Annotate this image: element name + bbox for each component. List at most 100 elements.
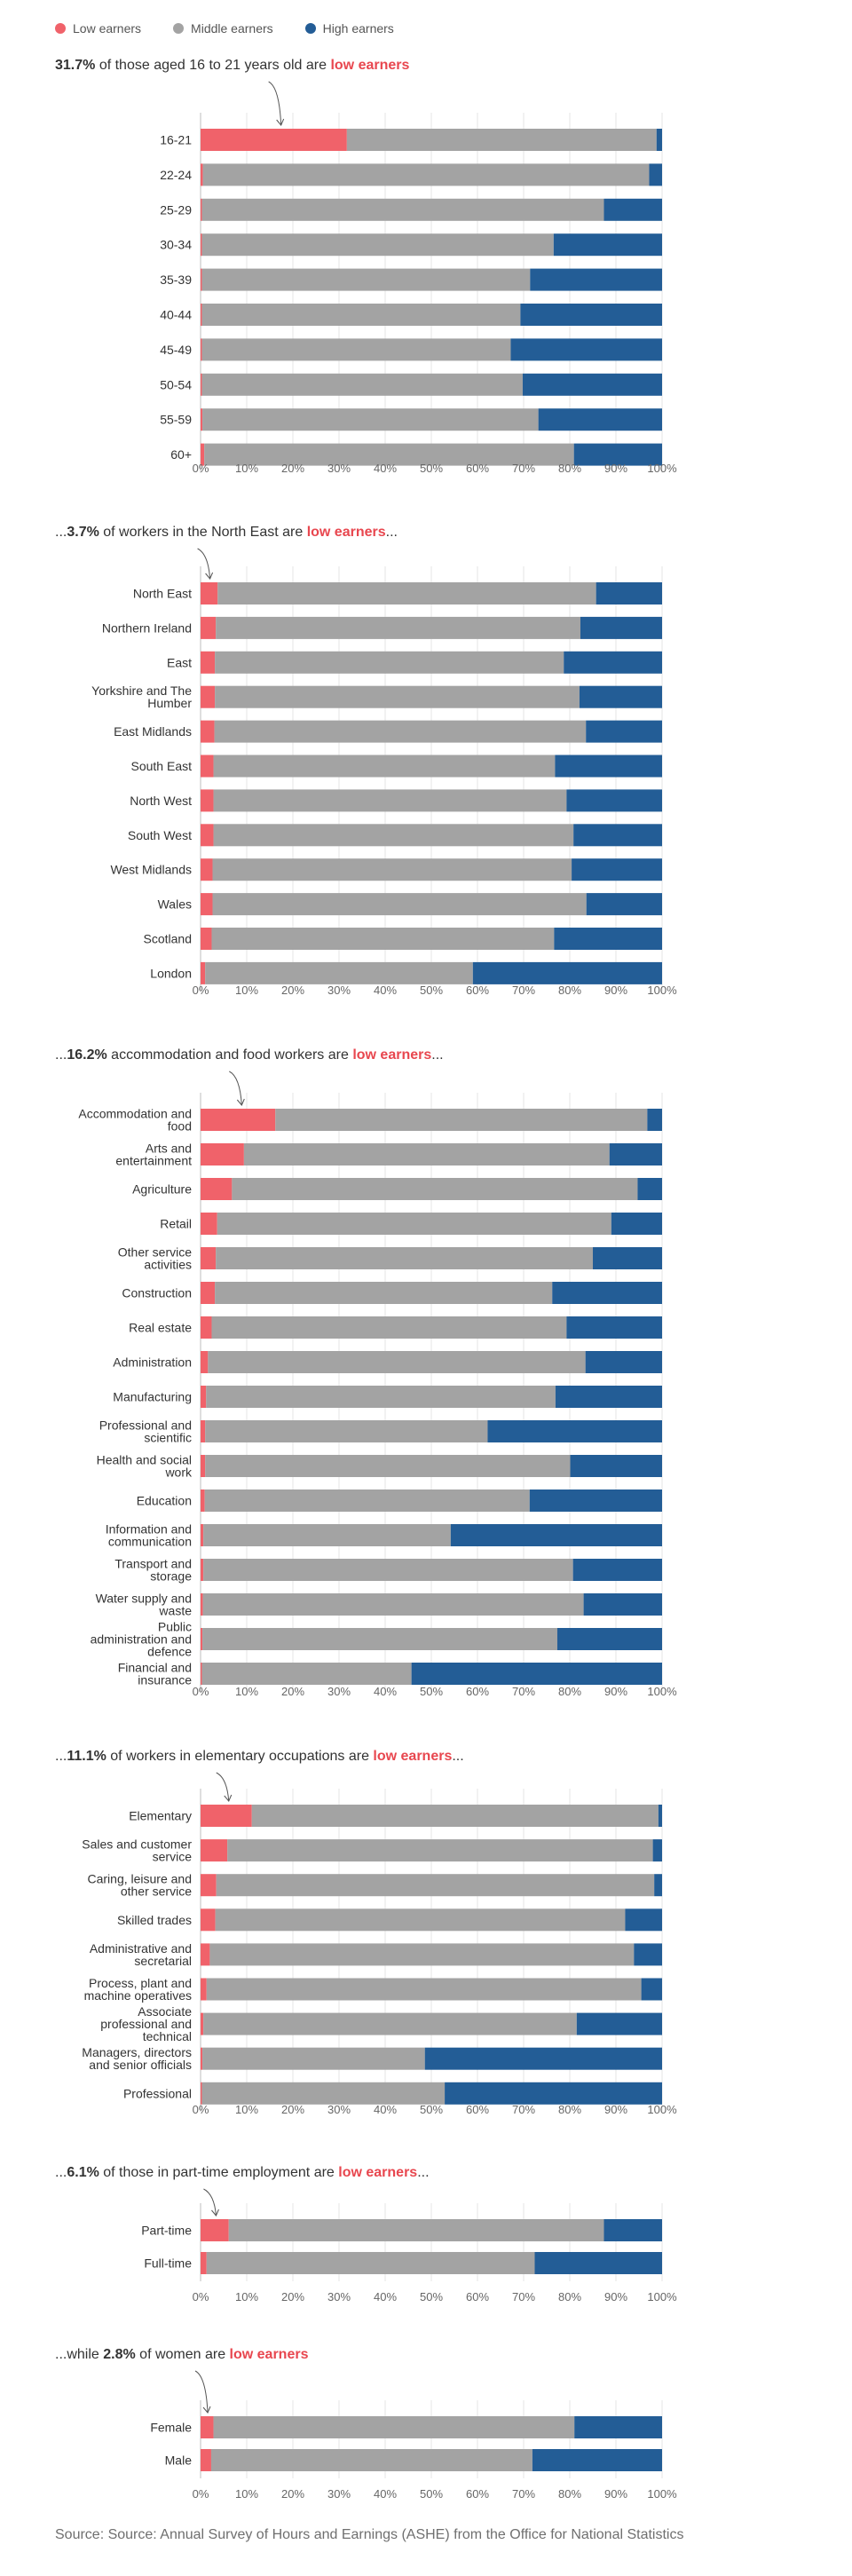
bar-middle-public-administration-and-defence (202, 1628, 557, 1650)
bar-high-south-east (555, 755, 662, 778)
x-tick-label: 30% (327, 462, 351, 475)
bar-low-other-service-activities (201, 1247, 217, 1269)
bar-high-sales-and-customer-service (652, 1839, 662, 1862)
bar-row-scotland: Scotland (144, 928, 662, 950)
chart-title-part: low earners (373, 1749, 452, 1764)
bar-row-education: Education (137, 1489, 662, 1512)
bar-low-education (201, 1489, 205, 1512)
category-label: Female (150, 2421, 192, 2435)
bar-row-50-54: 50-54 (160, 373, 662, 396)
bar-high-east-midlands (586, 720, 662, 743)
bar-middle-arts-and-entertainment (243, 1143, 610, 1166)
bar-row-female: Female (150, 2416, 662, 2438)
bar-low-west-midlands (201, 858, 213, 881)
chart-4: ...11.1% of workers in elementary occupa… (55, 1749, 677, 2116)
x-tick-label: 100% (647, 2103, 677, 2116)
bar-low-professional (201, 2082, 202, 2105)
bar-high-administrative-and-secretarial (634, 1943, 662, 1966)
category-label: 30-34 (160, 238, 192, 252)
x-tick-label: 80% (558, 2290, 581, 2303)
bar-high-full-time (534, 2252, 662, 2274)
legend-item-middle[interactable]: Middle earners (173, 21, 273, 36)
legend-item-low[interactable]: Low earners (55, 21, 141, 36)
chart-title-part: ...while (55, 2347, 103, 2362)
x-tick-label: 90% (604, 2290, 627, 2303)
annotation-arrow (197, 548, 211, 580)
bar-middle-scotland (211, 928, 555, 950)
bar-high-professional-and-scientific (487, 1420, 662, 1442)
category-label: 40-44 (160, 308, 192, 322)
bar-row-south-east: South East (131, 755, 662, 778)
category-label-line: Professional and (99, 1418, 192, 1433)
bar-row-real-estate: Real estate (129, 1316, 662, 1339)
bar-high-part-time (604, 2219, 662, 2241)
bar-row-22-24: 22-24 (160, 163, 662, 186)
category-label-line: machine operatives (84, 1988, 192, 2003)
category-label: Full-time (144, 2256, 192, 2271)
category-label: Real estate (129, 1321, 192, 1335)
chart-5: ...6.1% of those in part-time employment… (55, 2165, 677, 2303)
legend-item-high[interactable]: High earners (304, 21, 394, 36)
legend-marker-middle (173, 23, 185, 34)
bar-row-construction: Construction (122, 1282, 662, 1304)
bar-high-process-plant-and-machine-operatives (641, 1978, 662, 2001)
category-label: Northern Ireland (102, 620, 192, 635)
bar-row-london: London (150, 961, 662, 984)
category-label: 22-24 (160, 168, 192, 182)
bar-middle-education (204, 1489, 530, 1512)
bar-high-30-34 (553, 233, 662, 257)
bar-row-administrative-and-secretarial: Administrative and secretarial (90, 1941, 662, 1968)
x-tick-label: 20% (281, 462, 304, 475)
annotation-arrow (203, 2188, 217, 2216)
bar-low-accommodation-and-food (201, 1109, 276, 1131)
bar-row-male: Male (165, 2449, 662, 2471)
legend-label-middle: Middle earners (191, 21, 273, 36)
bar-middle-full-time (206, 2252, 535, 2274)
bar-row-south-west: South West (128, 824, 662, 847)
bar-high-transport-and-storage (572, 1559, 662, 1581)
x-tick-label: 30% (327, 1685, 351, 1698)
category-label: Information and communication (106, 1522, 192, 1549)
bar-row-60: 60+ (170, 443, 662, 466)
bar-high-35-39 (530, 268, 662, 291)
category-label: Elementary (129, 1809, 192, 1823)
x-tick-label: 50% (420, 462, 443, 475)
chart-title: ...6.1% of those in part-time employment… (55, 2165, 430, 2180)
category-label: Skilled trades (117, 1913, 192, 1927)
chart-title-part: of those in part-time employment are (99, 2165, 338, 2180)
category-label-line: Administrative and (90, 1941, 192, 1956)
bar-middle-north-east (217, 582, 596, 604)
category-label: Education (137, 1494, 192, 1508)
category-label: Professional and scientific (99, 1418, 192, 1445)
chart-2: ...3.7% of workers in the North East are… (55, 525, 677, 997)
category-label: London (150, 966, 192, 980)
bar-low-part-time (201, 2219, 229, 2241)
x-tick-label: 90% (604, 2487, 627, 2501)
chart-title-part: of those aged 16 to 21 years old are (95, 58, 330, 73)
x-tick-label: 40% (374, 2290, 397, 2303)
bar-middle-35-39 (201, 268, 531, 291)
annotation-arrow (229, 1071, 242, 1106)
category-label-line: Yorkshire and The (91, 684, 192, 698)
chart-title-part: ... (417, 2165, 429, 2180)
x-tick-label: 20% (281, 984, 304, 997)
x-tick-label: 20% (281, 1685, 304, 1698)
bar-row-process-plant-and-machine-operatives: Process, plant and machine operatives (84, 1976, 662, 2003)
category-label: Administration (113, 1355, 192, 1370)
x-tick-label: 0% (193, 2290, 209, 2303)
annotation-arrowhead (276, 118, 285, 126)
bar-high-retail (611, 1213, 662, 1235)
category-label-line: Arts and (146, 1142, 192, 1156)
x-tick-label: 100% (647, 984, 677, 997)
x-tick-label: 90% (604, 984, 627, 997)
chart-title: ...11.1% of workers in elementary occupa… (55, 1749, 464, 1764)
annotation-arrowhead (211, 2209, 219, 2216)
category-label: Associate professional and technical (100, 2004, 192, 2043)
bar-middle-25-29 (201, 198, 604, 221)
chart-title: ...while 2.8% of women are low earners (55, 2347, 309, 2362)
bar-low-female (201, 2416, 214, 2438)
bar-high-north-west (566, 789, 662, 812)
chart-title-part: of workers in elementary occupations are (106, 1749, 374, 1764)
bar-low-london (201, 961, 206, 984)
chart-title-part: ... (386, 525, 398, 540)
